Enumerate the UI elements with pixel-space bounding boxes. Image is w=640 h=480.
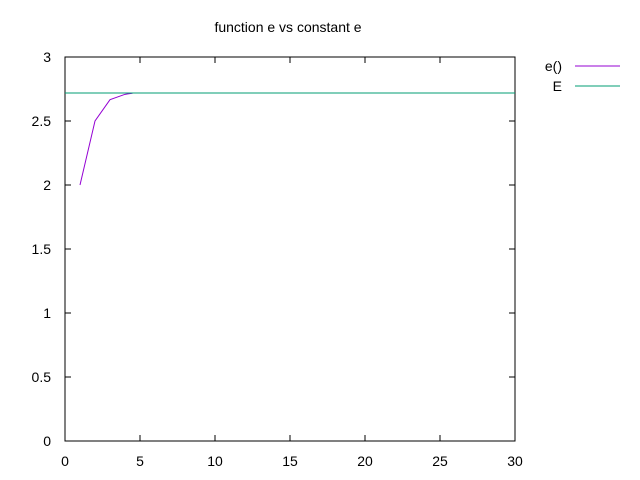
- x-tick-label: 0: [61, 453, 69, 469]
- x-tick-label: 15: [282, 453, 298, 469]
- y-tick-label: 3: [43, 49, 51, 65]
- y-tick-label: 1: [43, 305, 51, 321]
- x-tick-label: 10: [207, 453, 223, 469]
- x-axis: 0 5 10 15 20 25 30: [61, 57, 523, 469]
- series-layer: [65, 92, 515, 186]
- x-tick-label: 20: [357, 453, 373, 469]
- y-tick-label: 0: [43, 433, 51, 449]
- legend: e() E: [545, 58, 620, 94]
- y-tick-label: 1.5: [32, 241, 52, 257]
- y-tick-label: 2.5: [32, 113, 52, 129]
- x-tick-label: 25: [432, 453, 448, 469]
- legend-label: E: [553, 78, 562, 94]
- y-tick-label: 2: [43, 177, 51, 193]
- y-axis: 0 0.5 1 1.5 2 2.5 3: [32, 49, 515, 449]
- legend-label: e(): [545, 58, 562, 74]
- series-line-e: [79, 92, 133, 186]
- y-tick-label: 0.5: [32, 369, 52, 385]
- x-tick-label: 30: [507, 453, 523, 469]
- chart-title: function e vs constant e: [214, 19, 361, 35]
- plot-area: [64, 56, 516, 442]
- x-tick-label: 5: [136, 453, 144, 469]
